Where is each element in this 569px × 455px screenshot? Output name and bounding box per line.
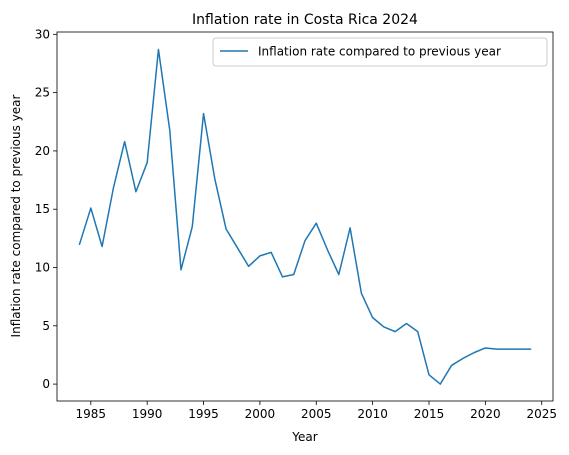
x-tick-label: 1995: [188, 407, 219, 421]
y-tick-label: 25: [35, 86, 50, 100]
x-tick-label: 2005: [301, 407, 332, 421]
y-tick-label: 20: [35, 144, 50, 158]
x-axis-label: Year: [291, 430, 317, 444]
y-tick-label: 15: [35, 202, 50, 216]
plot-frame: [56, 31, 554, 402]
legend-label: Inflation rate compared to previous year: [258, 45, 501, 59]
ticks-layer: 1985 1990 1995 2000 2005 2010 2015 2020 20250510…: [35, 27, 557, 421]
legend: Inflation rate compared to previous year: [212, 37, 548, 67]
x-tick-label: 2000: [245, 407, 276, 421]
y-tick-label: 30: [35, 27, 50, 41]
y-tick-label: 0: [42, 377, 50, 391]
legend-box: [212, 37, 548, 67]
y-tick-label: 5: [42, 319, 50, 333]
y-tick-label: 10: [35, 261, 50, 275]
series-layer: [78, 48, 532, 385]
chart-title: Inflation rate in Costa Rica 2024: [192, 12, 418, 28]
x-tick-label: 2015: [414, 407, 445, 421]
x-tick-label: 2010: [357, 407, 388, 421]
y-axis-label: Inflation rate compared to previous year: [9, 94, 23, 337]
x-tick-label: 1990: [132, 407, 163, 421]
x-tick-label: 2020: [470, 407, 501, 421]
series-line: [78, 48, 532, 385]
x-tick-label: 2025: [526, 407, 557, 421]
x-tick-label: 1985: [76, 407, 107, 421]
